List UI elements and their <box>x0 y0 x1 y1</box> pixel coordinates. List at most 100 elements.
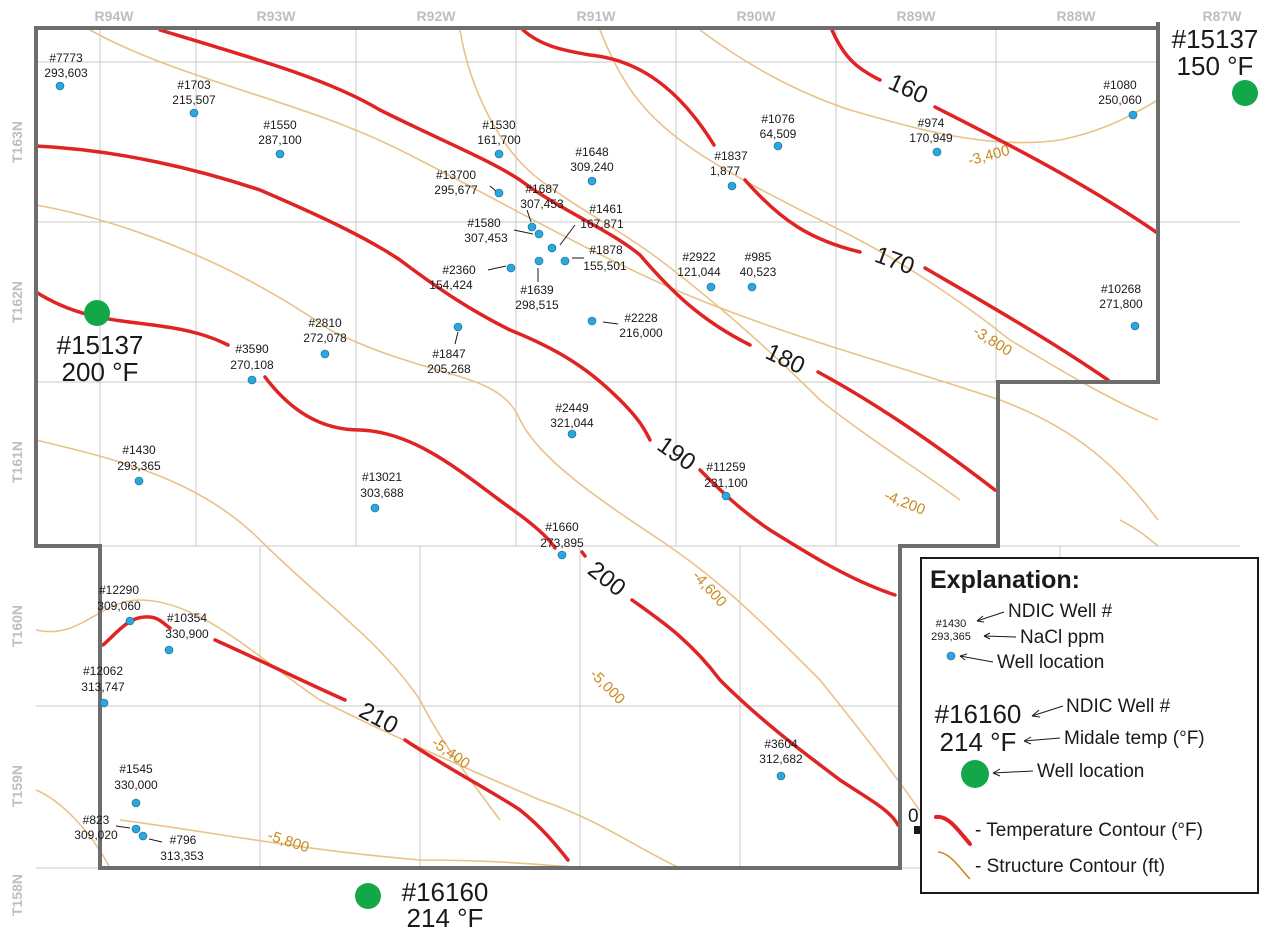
township-labels: T163N T162N T161N T160N T159N T158N <box>9 121 25 916</box>
well-marker[interactable]: #1430 293,365 <box>117 443 161 486</box>
range-label: R94W <box>95 8 135 24</box>
structure-contour-line <box>119 819 601 869</box>
well-nacl-label: 270,108 <box>230 358 274 372</box>
well-id-label: #1580 <box>467 216 501 230</box>
well-marker[interactable]: #12290 309,060 <box>97 583 141 626</box>
struct-contour-label: -3,400 <box>966 142 1011 169</box>
well-nacl-label: 272,078 <box>303 331 347 345</box>
well-id-label: #1878 <box>589 243 623 257</box>
well-id-label: #2449 <box>555 401 589 415</box>
temperature-contour-top <box>521 28 716 147</box>
well-nacl-label: 1,877 <box>710 164 740 178</box>
temp-well-temp-label: 150 °F <box>1177 51 1254 81</box>
structure-contour-line <box>699 29 1159 144</box>
struct-contour-label: -5,800 <box>266 827 312 856</box>
temp-well-marker[interactable]: #15137 200 °F <box>57 300 144 387</box>
well-nacl-label: 295,677 <box>434 183 478 197</box>
range-label: R87W <box>1203 8 1243 24</box>
well-id-label: #974 <box>918 116 945 130</box>
well-id-label: #1837 <box>714 149 748 163</box>
structure-contour-line <box>35 439 501 821</box>
well-nacl-label: 155,501 <box>583 259 627 273</box>
well-id-label: #10354 <box>167 611 207 625</box>
temp-well-temp-label: 200 °F <box>62 357 139 387</box>
legend-struct-contour-swatch <box>937 851 971 880</box>
well-marker[interactable]: #3590 270,108 <box>230 342 274 385</box>
well-nacl-label: 330,000 <box>114 778 158 792</box>
legend-title: Explanation: <box>930 566 1080 594</box>
well-id-label: #12290 <box>99 583 139 597</box>
well-marker[interactable]: #1545 330,000 <box>114 762 158 808</box>
well-nacl-label: 40,523 <box>740 265 777 279</box>
well-nacl-label: 167,871 <box>580 217 624 231</box>
well-nacl-label: 271,800 <box>1099 297 1143 311</box>
well-nacl-label: 216,000 <box>619 326 663 340</box>
well-nacl-label: 215,507 <box>172 93 216 107</box>
well-nacl-label: 170,949 <box>909 131 953 145</box>
well-id-label: #3604 <box>764 737 798 751</box>
structure-contour-line <box>35 204 941 841</box>
well-nacl-label: 298,515 <box>515 298 559 312</box>
well-marker[interactable]: #12062 313,747 <box>81 664 125 708</box>
well-id-label: #1076 <box>761 112 795 126</box>
legend-well-dot <box>946 651 956 661</box>
stray-text: 0 <box>908 806 919 827</box>
well-marker[interactable]: #1660 273,895 <box>540 520 584 560</box>
temp-well-marker[interactable]: #16160 214 °F <box>355 877 488 930</box>
well-marker[interactable]: #13021 303,688 <box>360 470 404 513</box>
legend-well-id-label: NDIC Well # <box>1008 601 1113 622</box>
well-id-label: #1847 <box>432 347 466 361</box>
well-marker[interactable]: #11259 231,100 <box>704 460 748 501</box>
well-id-label: #2228 <box>624 311 658 325</box>
well-id-label: #1545 <box>119 762 153 776</box>
temperature-contour-160 <box>830 28 1158 234</box>
well-marker[interactable]: #1878 155,501 <box>560 243 627 273</box>
well-id-label: #2810 <box>308 316 342 330</box>
well-nacl-label: 303,688 <box>360 486 404 500</box>
well-nacl-label: 231,100 <box>704 476 748 490</box>
well-nacl-label: 307,453 <box>464 231 508 245</box>
legend-nacl-label: NaCl ppm <box>1020 627 1104 648</box>
well-nacl-label: 161,700 <box>477 133 521 147</box>
legend-arrows <box>959 611 1064 777</box>
range-label: R89W <box>897 8 937 24</box>
well-id-label: #1660 <box>545 520 579 534</box>
well-id-label: #1430 <box>122 443 156 457</box>
range-label: R88W <box>1057 8 1097 24</box>
well-marker[interactable]: #796 313,353 <box>138 831 204 863</box>
well-nacl-label: 293,365 <box>117 459 161 473</box>
temperature-contour-210 <box>101 615 570 862</box>
temp-well-marker[interactable]: #15137 150 °F <box>1172 24 1259 106</box>
well-marker[interactable]: #10354 330,900 <box>164 611 209 655</box>
struct-contour-label: -3,800 <box>970 323 1015 360</box>
township-label: T163N <box>9 121 25 163</box>
structure-contour-line <box>89 29 1159 521</box>
structure-contour-line <box>1119 519 1159 547</box>
